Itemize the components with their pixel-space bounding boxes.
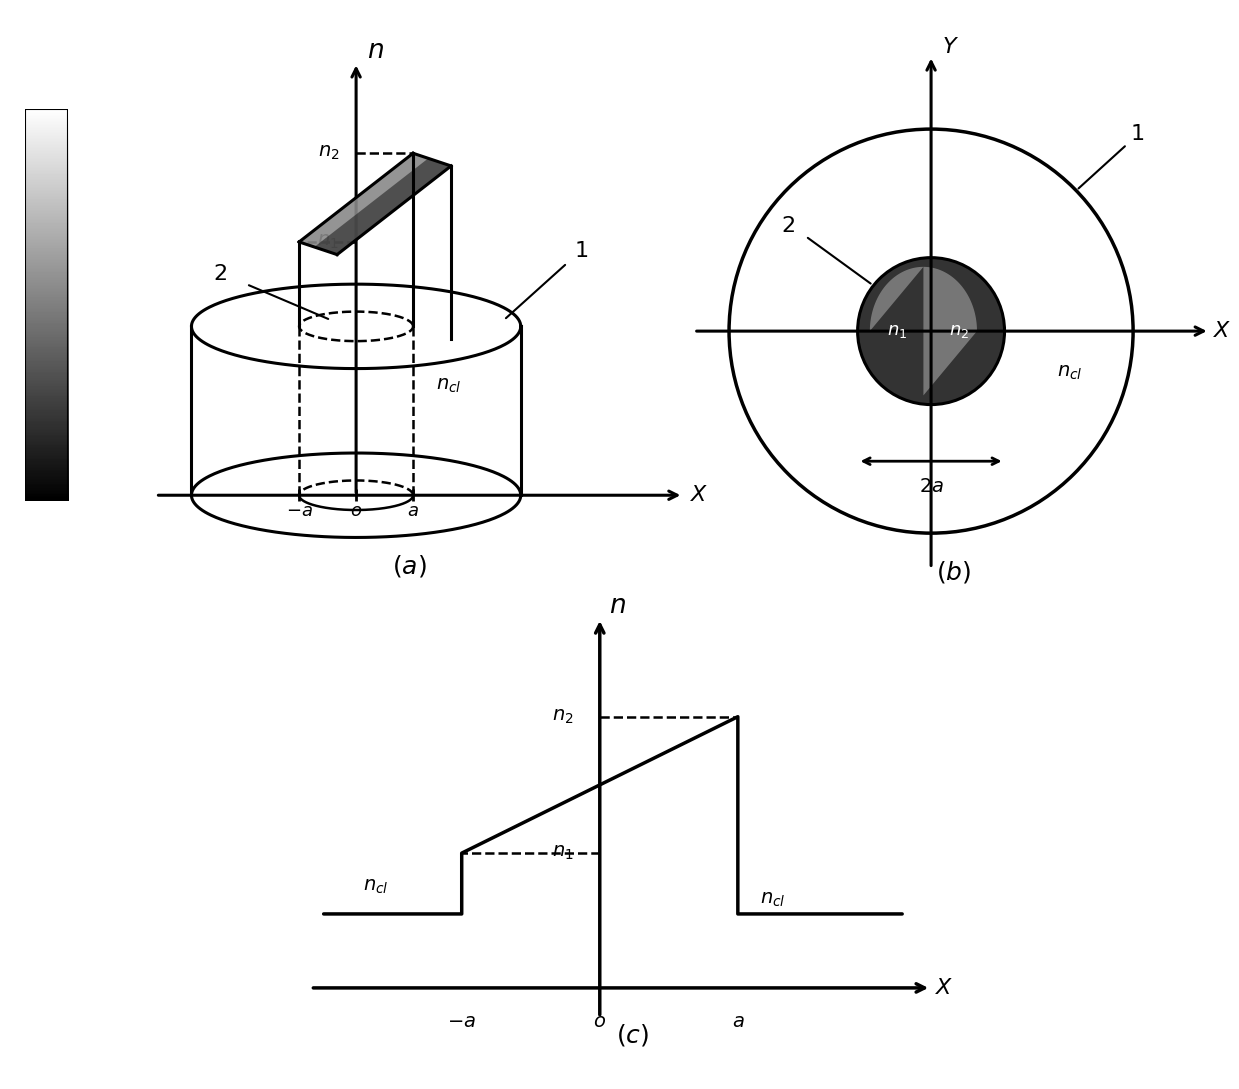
Text: $n_{cl}$: $n_{cl}$	[761, 891, 786, 909]
Text: $n_{cl}$: $n_{cl}$	[1057, 364, 1082, 382]
Text: $n_1$: $n_1$	[551, 844, 574, 862]
Text: $2a$: $2a$	[918, 478, 944, 495]
Text: $n_{cl}$: $n_{cl}$	[436, 377, 462, 395]
Circle shape	[857, 258, 1005, 405]
Text: $n$: $n$	[367, 38, 384, 63]
Text: $a$: $a$	[731, 1014, 745, 1031]
Text: $(b)$: $(b)$	[937, 559, 971, 585]
Text: $n_1$: $n_1$	[887, 322, 907, 340]
Text: $n_1$: $n_1$	[317, 233, 339, 252]
Text: $-a$: $-a$	[447, 1014, 476, 1031]
Text: $n_{cl}$: $n_{cl}$	[363, 878, 389, 896]
Text: $n_2$: $n_2$	[317, 144, 339, 162]
Text: $n_2$: $n_2$	[551, 708, 574, 726]
Text: $(c)$: $(c)$	[616, 1021, 649, 1048]
Text: $X$: $X$	[690, 485, 709, 506]
Text: $2$: $2$	[213, 262, 227, 285]
Polygon shape	[315, 158, 451, 255]
Text: $Y$: $Y$	[942, 36, 959, 58]
Text: $X$: $X$	[935, 977, 954, 999]
Text: $1$: $1$	[574, 240, 587, 261]
Text: $1$: $1$	[1130, 123, 1144, 145]
Text: $2$: $2$	[781, 215, 795, 236]
Text: $o$: $o$	[349, 502, 362, 521]
Text: $o$: $o$	[593, 1014, 606, 1031]
Text: $n_2$: $n_2$	[949, 322, 969, 340]
Polygon shape	[870, 267, 978, 395]
Polygon shape	[299, 154, 451, 255]
Text: $a$: $a$	[408, 502, 419, 521]
Text: $X$: $X$	[1213, 320, 1232, 342]
Text: $(a)$: $(a)$	[392, 553, 426, 579]
Text: $n$: $n$	[610, 594, 626, 619]
Text: $-a$: $-a$	[286, 502, 312, 521]
